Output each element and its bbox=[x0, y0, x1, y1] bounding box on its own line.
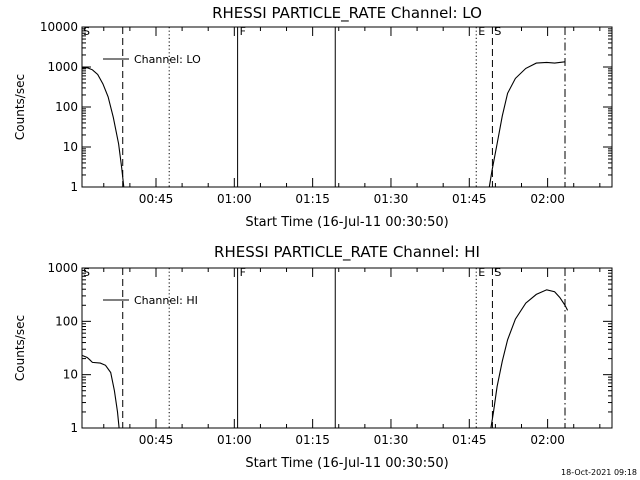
timestamp-label: 18-Oct-2021 09:18 bbox=[561, 468, 637, 477]
legend-label: Channel: HI bbox=[134, 294, 198, 307]
x-axis-label: Start Time (16-Jul-11 00:30:50) bbox=[245, 215, 448, 230]
y-tick-label: 10 bbox=[63, 368, 78, 382]
y-tick-label: 1000 bbox=[47, 60, 78, 74]
x-tick-label: 01:30 bbox=[374, 433, 409, 447]
plot-frame bbox=[81, 267, 613, 429]
legend-label: Channel: LO bbox=[134, 53, 201, 66]
event-label-s: S bbox=[494, 25, 501, 38]
y-tick-label: 100 bbox=[55, 100, 78, 114]
corner-marker-label: S bbox=[83, 25, 90, 38]
y-axis-label: Counts/sec bbox=[13, 315, 27, 381]
chart-panel-2: RHESSI PARTICLE_RATE Channel: HI Counts/s… bbox=[13, 243, 613, 471]
x-tick-label: 01:30 bbox=[374, 192, 409, 206]
event-label-e: E bbox=[478, 266, 485, 279]
y-axis-label: Counts/sec bbox=[13, 74, 27, 140]
y-tick-label: 1 bbox=[70, 180, 78, 194]
chart-title: RHESSI PARTICLE_RATE Channel: LO bbox=[212, 4, 482, 23]
x-tick-label: 01:45 bbox=[452, 433, 487, 447]
corner-marker-label: S bbox=[83, 266, 90, 279]
chart-title: RHESSI PARTICLE_RATE Channel: HI bbox=[214, 243, 480, 262]
chart-panel-1: RHESSI PARTICLE_RATE Channel: LO Counts/s… bbox=[13, 4, 613, 230]
event-label-f: F bbox=[240, 266, 246, 279]
x-tick-label: 02:00 bbox=[530, 192, 565, 206]
series-line-segment bbox=[81, 354, 120, 429]
x-tick-label: 02:00 bbox=[530, 433, 565, 447]
event-label-e: E bbox=[478, 25, 485, 38]
y-tick-label: 10000 bbox=[40, 20, 78, 34]
x-tick-label: 00:45 bbox=[139, 192, 174, 206]
x-tick-label: 01:15 bbox=[295, 433, 330, 447]
y-tick-label: 10 bbox=[63, 140, 78, 154]
y-tick-label: 1000 bbox=[47, 261, 78, 275]
series-line-segment bbox=[488, 61, 566, 188]
y-tick-label: 1 bbox=[70, 421, 78, 435]
series-line-segment bbox=[81, 67, 125, 188]
y-tick-label: 100 bbox=[55, 314, 78, 328]
x-tick-label: 01:45 bbox=[452, 192, 487, 206]
x-tick-label: 01:00 bbox=[217, 433, 252, 447]
x-tick-label: 00:45 bbox=[139, 433, 174, 447]
x-tick-label: 01:00 bbox=[217, 192, 252, 206]
x-tick-label: 01:15 bbox=[295, 192, 330, 206]
event-label-s: S bbox=[494, 266, 501, 279]
series-line-segment bbox=[490, 289, 569, 429]
event-label-f: F bbox=[240, 25, 246, 38]
x-axis-label: Start Time (16-Jul-11 00:30:50) bbox=[245, 456, 448, 471]
